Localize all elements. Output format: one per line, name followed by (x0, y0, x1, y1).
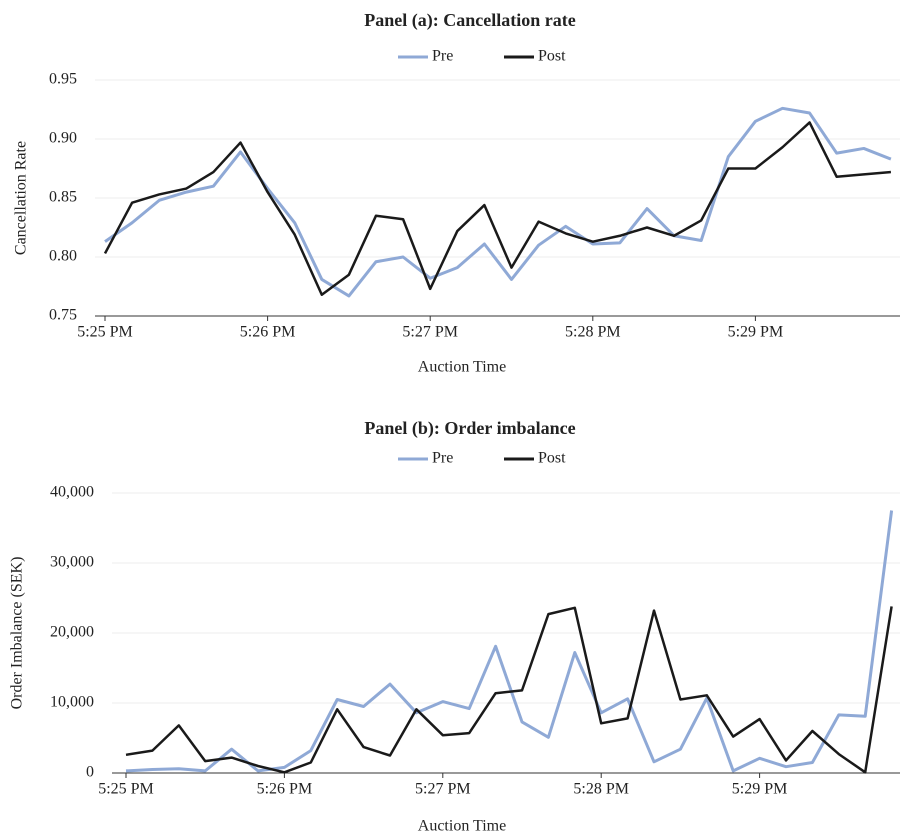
y-tick-label: 40,000 (50, 484, 94, 501)
x-tick-label: 5:27 PM (415, 781, 471, 798)
y-axis-label: Order Imbalance (SEK) (9, 557, 26, 710)
x-tick-label: 5:28 PM (573, 781, 629, 798)
chart-title: Panel (b): Order imbalance (364, 418, 575, 439)
legend-label: Pre (432, 48, 453, 65)
x-tick-label: 5:29 PM (732, 781, 788, 798)
y-tick-label: 10,000 (50, 694, 94, 711)
y-axis-label: Cancellation Rate (13, 141, 30, 255)
x-tick-label: 5:27 PM (402, 324, 458, 341)
x-tick-label: 5:26 PM (257, 781, 313, 798)
series-line (103, 121, 892, 297)
y-tick-label: 20,000 (50, 624, 94, 641)
legend-label: Post (538, 450, 566, 467)
y-tick-label: 0 (86, 764, 94, 781)
series-line (104, 106, 892, 298)
x-tick-label: 5:28 PM (565, 324, 621, 341)
chart-title: Panel (a): Cancellation rate (364, 10, 575, 31)
series-line (125, 510, 894, 773)
legend-label: Pre (432, 450, 453, 467)
x-axis-label: Auction Time (418, 359, 506, 376)
y-tick-label: 0.95 (49, 71, 77, 88)
y-tick-label: 0.75 (49, 307, 77, 324)
series-line (125, 606, 893, 774)
y-tick-label: 0.85 (49, 189, 77, 206)
x-axis-label: Auction Time (418, 818, 506, 835)
x-tick-label: 5:26 PM (240, 324, 296, 341)
x-tick-label: 5:25 PM (77, 324, 133, 341)
x-tick-label: 5:25 PM (98, 781, 154, 798)
y-tick-label: 0.90 (49, 130, 77, 147)
legend-label: Post (538, 48, 566, 65)
y-tick-label: 30,000 (50, 554, 94, 571)
x-tick-label: 5:29 PM (728, 324, 784, 341)
y-tick-label: 0.80 (49, 248, 77, 265)
